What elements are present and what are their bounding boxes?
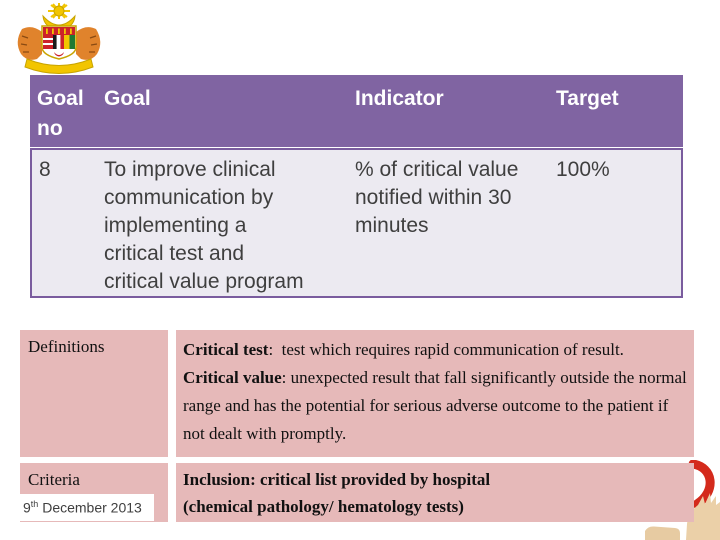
cell-indicator: % of critical value notified within 30 m… bbox=[355, 158, 519, 237]
definitions-content-cell: Critical test: test which requires rapid… bbox=[176, 330, 694, 457]
header-goal-no: Goal no bbox=[37, 87, 84, 140]
date-day: 9 bbox=[23, 499, 31, 516]
critical-test-term: Critical test bbox=[183, 340, 269, 359]
goals-table-header: Goal no Goal Indicator Target bbox=[30, 75, 683, 147]
malaysia-coat-of-arms-logo bbox=[17, 3, 101, 74]
criteria-line-2: (chemical pathology/ hematology tests) bbox=[183, 497, 464, 516]
definitions-text: Critical test: test which requires rapid… bbox=[176, 330, 694, 448]
hands-heart-graphic bbox=[645, 460, 720, 540]
critical-value-term: Critical value bbox=[183, 368, 282, 387]
cell-goal-no: 8 bbox=[39, 158, 51, 181]
definitions-label-cell: Definitions bbox=[20, 330, 168, 457]
date-rest: December 2013 bbox=[38, 499, 142, 516]
goals-table-row: 8 To improve clinical communication by i… bbox=[30, 148, 683, 298]
header-target: Target bbox=[556, 87, 619, 110]
definitions-label: Definitions bbox=[28, 337, 105, 356]
header-indicator: Indicator bbox=[355, 87, 444, 110]
header-goal: Goal bbox=[104, 87, 151, 110]
cell-goal: To improve clinical communication by imp… bbox=[104, 158, 304, 293]
criteria-line-1: Inclusion: critical list provided by hos… bbox=[183, 470, 491, 489]
criteria-label: Criteria bbox=[28, 470, 80, 489]
critical-value-definition: : unexpected result that fall significan… bbox=[183, 368, 691, 443]
date-ordinal-suffix: th bbox=[30, 499, 39, 509]
criteria-content-cell: Inclusion: critical list provided by hos… bbox=[176, 463, 694, 522]
slide-date: 9th December 2013 bbox=[14, 494, 154, 521]
criteria-text: Inclusion: critical list provided by hos… bbox=[176, 463, 694, 520]
critical-test-definition: : test which requires rapid communicatio… bbox=[268, 340, 624, 359]
cell-target: 100% bbox=[556, 158, 610, 181]
